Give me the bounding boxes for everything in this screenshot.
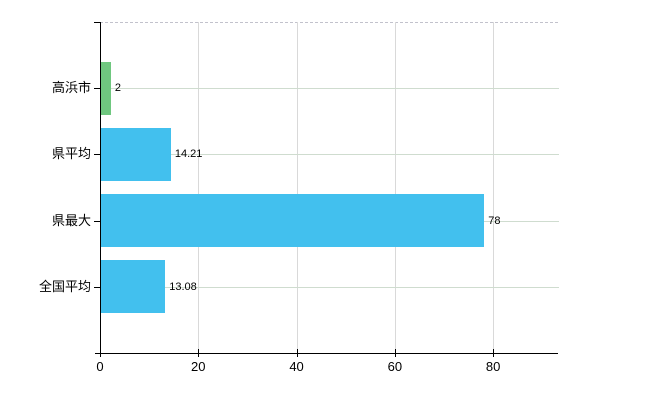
x-tick-label: 80: [485, 359, 501, 374]
bar-value-label: 14.21: [174, 148, 203, 161]
bar: [101, 194, 485, 248]
bar-value-label: 13.08: [169, 280, 197, 293]
y-axis-tick: [94, 220, 100, 222]
category-gridline: [101, 88, 559, 90]
category-label: 高浜市: [51, 80, 91, 96]
bar: [101, 260, 166, 314]
x-gridline: [296, 22, 298, 353]
x-tick-label: 40: [289, 359, 304, 374]
bar-value-label: 2: [114, 82, 121, 95]
x-tick-label: 0: [96, 359, 104, 374]
y-axis-tick: [94, 154, 100, 156]
x-gridline: [394, 22, 396, 353]
x-tick-label: 60: [387, 359, 403, 374]
category-gridline: [101, 286, 559, 288]
y-axis-tick: [94, 286, 100, 288]
plot-top-border: [100, 22, 558, 23]
category-label: 県平均: [51, 146, 91, 162]
category-gridline: [101, 154, 559, 156]
x-axis-tick: [394, 349, 396, 357]
x-tick-label: 20: [191, 359, 206, 374]
x-gridline: [198, 22, 200, 353]
x-axis-tick: [198, 349, 200, 357]
x-axis-tick: [493, 349, 495, 357]
plot-area: 0 20 40 60 80 2 高浜市 14.21 県平均 78 県最大 13.08 全国平均: [39, 22, 559, 374]
y-axis-top-tick: [94, 22, 100, 23]
y-axis-tick: [94, 88, 100, 90]
category-label: 県最大: [51, 212, 91, 228]
x-axis-line: [95, 353, 558, 354]
y-axis-line: [100, 22, 101, 354]
bar: [101, 61, 111, 115]
x-gridline: [493, 22, 495, 353]
bar: [101, 127, 171, 181]
x-axis-tick: [296, 349, 298, 357]
category-label: 全国平均: [38, 278, 91, 294]
bar-value-label: 78: [488, 214, 501, 227]
x-axis-tick: [100, 349, 101, 357]
